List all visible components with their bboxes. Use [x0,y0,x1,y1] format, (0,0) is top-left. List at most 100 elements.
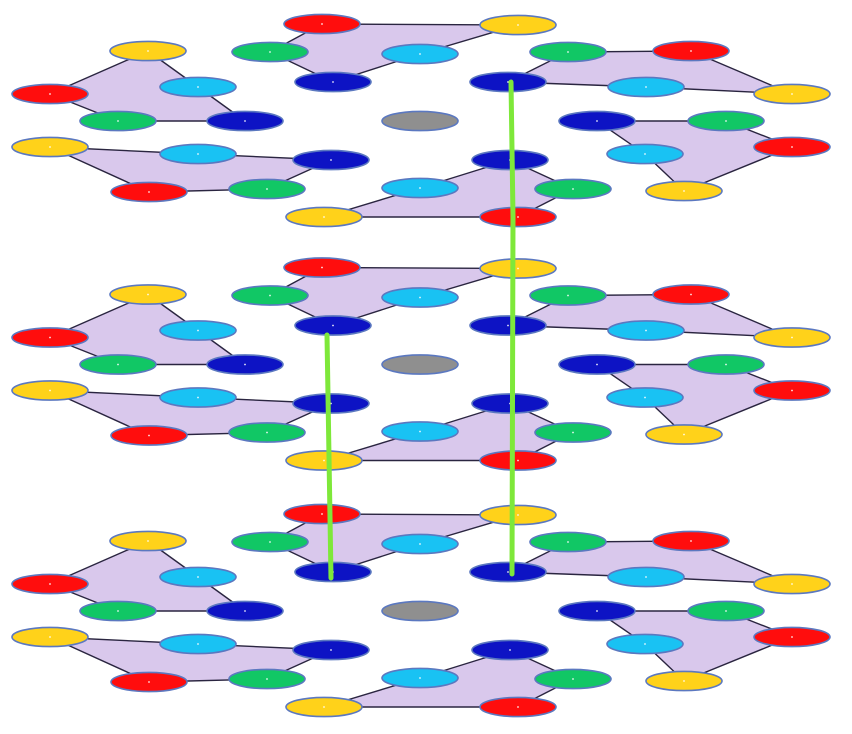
atom-highlight [596,610,598,612]
atom-highlight [244,120,246,122]
interlayer-link-1 [508,79,516,220]
atom-highlight [332,324,334,327]
atom-highlight [791,583,793,585]
atom-highlight [517,459,519,462]
gray-center-atom [381,354,459,375]
atom-highlight [269,51,271,53]
atom-highlight [269,541,271,543]
atom-highlight [117,120,119,122]
atom-highlight [49,583,51,585]
atom-highlight [148,434,150,437]
atom-highlight [148,681,150,683]
atom-highlight [572,678,574,680]
atom-highlight [683,433,685,436]
atom-highlight [517,216,519,218]
atom-highlight [690,50,692,52]
atom-highlight [147,50,149,52]
ring-top-center [231,13,557,93]
atom-highlight [507,324,509,327]
atom-highlight [266,188,268,190]
atom-highlight [507,81,509,83]
atom-highlight [266,431,268,434]
atom-highlight [244,610,246,612]
atom-highlight [791,146,793,148]
atom-highlight [791,389,793,392]
ring-lower-left [11,380,370,446]
atom-highlight [517,24,519,26]
atom-highlight [321,23,323,25]
atom-highlight [147,540,149,542]
layer-3 [11,503,831,718]
layer-1 [11,13,831,228]
atom-highlight [644,396,646,399]
atom-highlight [517,706,519,708]
atom-highlight [596,120,598,122]
atom-highlight [321,513,323,515]
atom-highlight [645,576,647,578]
atom-highlight [683,190,685,192]
atom-highlight [266,678,268,680]
ring-lower-right [558,600,831,692]
atom-highlight [49,146,51,148]
atom-highlight [572,188,574,190]
atom-highlight [645,86,647,88]
ring-bottom-center [285,639,612,718]
ring-upper-right [469,530,831,595]
atom-highlight [725,120,727,122]
gray-center-atom [381,600,459,622]
atom-highlight [197,86,199,88]
atom-highlight [49,389,51,392]
atom-highlight [323,216,325,218]
atom-highlight [244,363,246,366]
atom-highlight [645,329,647,332]
atom-highlight [683,680,685,682]
ring-lower-left [11,136,370,203]
atom-highlight [197,643,199,645]
ring-upper-right [469,284,831,348]
layer-2 [11,257,831,471]
ring-lower-right [558,110,831,202]
atom-highlight [323,706,325,708]
atom-highlight [791,636,793,638]
atom-highlight [517,267,519,270]
atom-highlight [644,153,646,155]
atom-highlight [690,293,692,296]
atom-highlight [117,610,119,612]
atom-highlight [330,649,332,651]
ring-lower-right [558,354,831,445]
atom-highlight [419,677,421,679]
interlayer-link-2 [509,214,516,577]
atom-highlight [517,514,519,516]
atom-highlight [725,610,727,612]
atom-highlight [419,296,421,299]
ring-upper-right [469,40,831,105]
interlayer-link-3 [324,332,334,581]
atom-highlight [507,571,509,573]
atom-highlight [49,636,51,638]
ring-top-center [231,257,557,336]
gray-center-atom [381,110,459,132]
atom-highlight [419,187,421,189]
atom-highlight [197,153,199,155]
atom-highlight [269,294,271,297]
ring-upper-left [11,40,284,132]
atom-highlight [49,336,51,339]
atom-highlight [791,93,793,95]
atom-highlight [567,541,569,543]
atom-highlight [330,159,332,161]
atom-highlight [197,576,199,578]
atom-highlight [567,294,569,297]
atom-highlight [419,430,421,433]
atom-highlight [567,51,569,53]
atom-highlight [572,431,574,434]
atom-highlight [791,336,793,339]
atom-highlight [332,81,334,83]
atom-highlight [323,459,325,462]
atom-highlight [49,93,51,95]
atom-highlight [725,363,727,366]
atom-highlight [117,363,119,366]
atom-highlight [690,540,692,542]
atom-highlight [197,396,199,399]
ring-upper-left [11,284,284,375]
